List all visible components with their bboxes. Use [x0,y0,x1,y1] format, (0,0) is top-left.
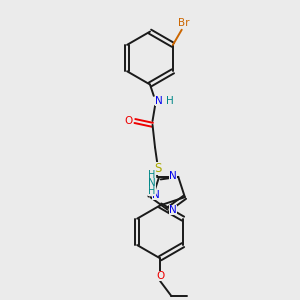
Text: H: H [148,186,155,196]
Text: H: H [166,96,174,106]
Text: N: N [169,171,177,181]
Text: N: N [148,178,156,188]
Text: N: N [169,205,177,215]
Text: N: N [155,96,163,106]
Text: O: O [124,116,133,126]
Text: Br: Br [178,18,190,28]
Text: N: N [152,190,159,200]
Text: H: H [148,170,155,180]
Text: S: S [154,162,161,176]
Text: O: O [156,272,164,281]
